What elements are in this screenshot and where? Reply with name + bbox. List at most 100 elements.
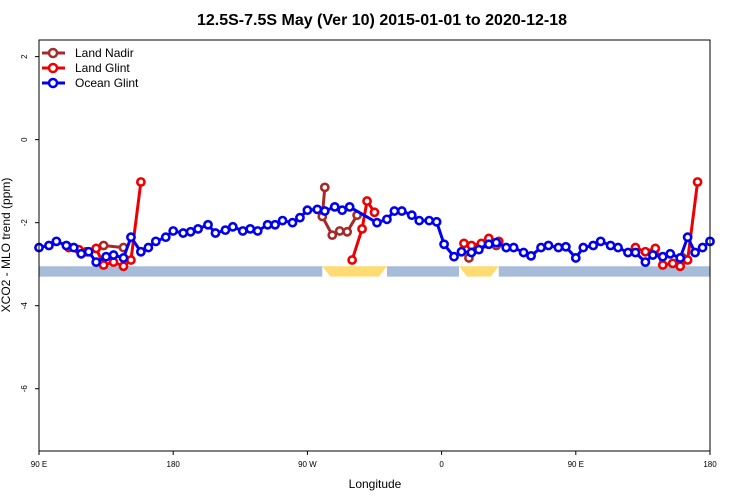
- data-point-ocean-glint: [185, 226, 196, 237]
- data-point-ocean-glint: [473, 244, 484, 255]
- data-point-ocean-glint: [518, 247, 529, 258]
- data-point-ocean-glint: [61, 240, 72, 251]
- data-point-ocean-glint: [553, 242, 564, 253]
- data-point-land-nadir: [327, 230, 338, 241]
- data-point-ocean-glint: [302, 205, 313, 216]
- data-point-land-glint: [362, 196, 372, 206]
- data-point-ocean-glint: [570, 253, 581, 263]
- data-point-ocean-glint: [389, 206, 400, 216]
- data-point-ocean-glint: [220, 225, 231, 236]
- data-point-ocean-glint: [287, 217, 298, 228]
- data-point-ocean-glint: [690, 247, 700, 258]
- plot-frame: [38, 39, 711, 452]
- data-point-ocean-glint: [126, 232, 136, 243]
- surface-band-segment-land: [458, 266, 499, 277]
- data-point-ocean-glint: [406, 210, 417, 221]
- data-point-land-glint: [682, 255, 693, 265]
- y-tick-label: -2: [20, 219, 29, 227]
- data-point-ocean-glint: [108, 250, 119, 260]
- chart-title: 12.5S-7.5S May (Ver 10) 2015-01-01 to 20…: [197, 12, 567, 29]
- series-land-nadir: [98, 182, 688, 263]
- x-axis: 90 E 180 90 W 0 90 E 180: [31, 451, 717, 469]
- data-point-ocean-glint: [160, 232, 171, 243]
- data-point-ocean-glint: [178, 228, 189, 238]
- data-point-land-nadir: [319, 182, 330, 193]
- x-tick-label: 0: [439, 460, 444, 469]
- surface-band: [39, 266, 710, 277]
- data-point-land-glint: [640, 246, 651, 257]
- data-point-land-glint: [118, 261, 129, 272]
- data-point-land-glint: [357, 223, 367, 234]
- data-point-ocean-glint: [431, 216, 442, 227]
- data-point-ocean-glint: [91, 257, 102, 268]
- data-point-ocean-glint: [697, 242, 708, 253]
- data-point-ocean-glint: [501, 242, 512, 253]
- data-point-ocean-glint: [647, 250, 658, 260]
- data-point-ocean-glint: [210, 228, 221, 238]
- data-point-ocean-glint: [560, 241, 571, 252]
- data-point-ocean-glint: [344, 201, 355, 212]
- data-point-ocean-glint: [329, 201, 340, 212]
- data-point-ocean-glint: [237, 226, 248, 236]
- data-point-ocean-glint: [449, 251, 459, 262]
- x-tick-label: 180: [703, 460, 717, 469]
- legend-label-land-glint: Land Glint: [75, 61, 130, 75]
- y-axis: 2 0 -2 -4 -6: [20, 54, 39, 392]
- data-point-land-glint: [692, 177, 703, 187]
- legend-item-ocean-glint: Ocean Glint: [42, 76, 139, 90]
- data-point-ocean-glint: [682, 232, 693, 243]
- data-point-land-glint: [347, 255, 358, 265]
- y-tick-label: -6: [20, 385, 29, 393]
- data-point-ocean-glint: [491, 237, 502, 248]
- data-point-ocean-glint: [456, 246, 467, 257]
- data-point-ocean-glint: [193, 223, 203, 234]
- y-tick-label: 0: [20, 137, 29, 142]
- legend-label-land-nadir: Land Nadir: [75, 46, 134, 60]
- data-point-ocean-glint: [623, 247, 633, 258]
- data-point-ocean-glint: [252, 226, 263, 236]
- x-tick-label: 90 W: [298, 460, 317, 469]
- data-point-land-glint: [675, 261, 686, 272]
- data-point-ocean-glint: [466, 247, 477, 258]
- y-tick-label: -4: [20, 302, 29, 310]
- data-point-ocean-glint: [526, 250, 536, 261]
- x-tick-label: 180: [167, 460, 181, 469]
- data-point-ocean-glint: [424, 215, 435, 226]
- data-point-land-nadir: [98, 240, 109, 251]
- data-point-ocean-glint: [227, 221, 238, 232]
- data-point-ocean-glint: [76, 248, 87, 259]
- data-point-ocean-glint: [439, 239, 449, 250]
- data-point-ocean-glint: [578, 242, 589, 253]
- data-point-ocean-glint: [508, 242, 519, 253]
- data-point-ocean-glint: [270, 219, 280, 230]
- data-point-ocean-glint: [44, 240, 54, 251]
- data-point-land-glint: [369, 207, 380, 218]
- data-point-ocean-glint: [630, 247, 641, 258]
- data-point-land-glint: [459, 238, 469, 249]
- series-layer: [34, 177, 715, 272]
- data-point-ocean-glint: [337, 205, 348, 216]
- data-point-ocean-glint: [675, 253, 686, 263]
- legend-marker-land-nadir: [47, 47, 59, 59]
- legend-item-land-glint: Land Glint: [42, 61, 130, 75]
- data-point-land-glint: [135, 177, 146, 187]
- data-point-ocean-glint: [150, 236, 161, 247]
- data-point-ocean-glint: [483, 239, 494, 250]
- data-point-ocean-glint: [595, 236, 606, 247]
- data-point-ocean-glint: [640, 257, 651, 268]
- data-point-ocean-glint: [295, 212, 305, 223]
- data-point-ocean-glint: [414, 215, 425, 226]
- legend-label-ocean-glint: Ocean Glint: [75, 76, 139, 90]
- data-point-ocean-glint: [396, 206, 407, 216]
- data-point-ocean-glint: [118, 253, 129, 263]
- data-point-ocean-glint: [83, 246, 94, 257]
- series-ocean-glint: [34, 201, 715, 268]
- data-point-ocean-glint: [657, 251, 668, 262]
- data-point-ocean-glint: [319, 206, 330, 216]
- y-tick-label: 2: [20, 54, 29, 59]
- x-tick-label: 90 E: [31, 460, 47, 469]
- data-point-ocean-glint: [372, 217, 382, 228]
- x-axis-label: Longitude: [349, 477, 402, 491]
- data-point-ocean-glint: [143, 242, 154, 253]
